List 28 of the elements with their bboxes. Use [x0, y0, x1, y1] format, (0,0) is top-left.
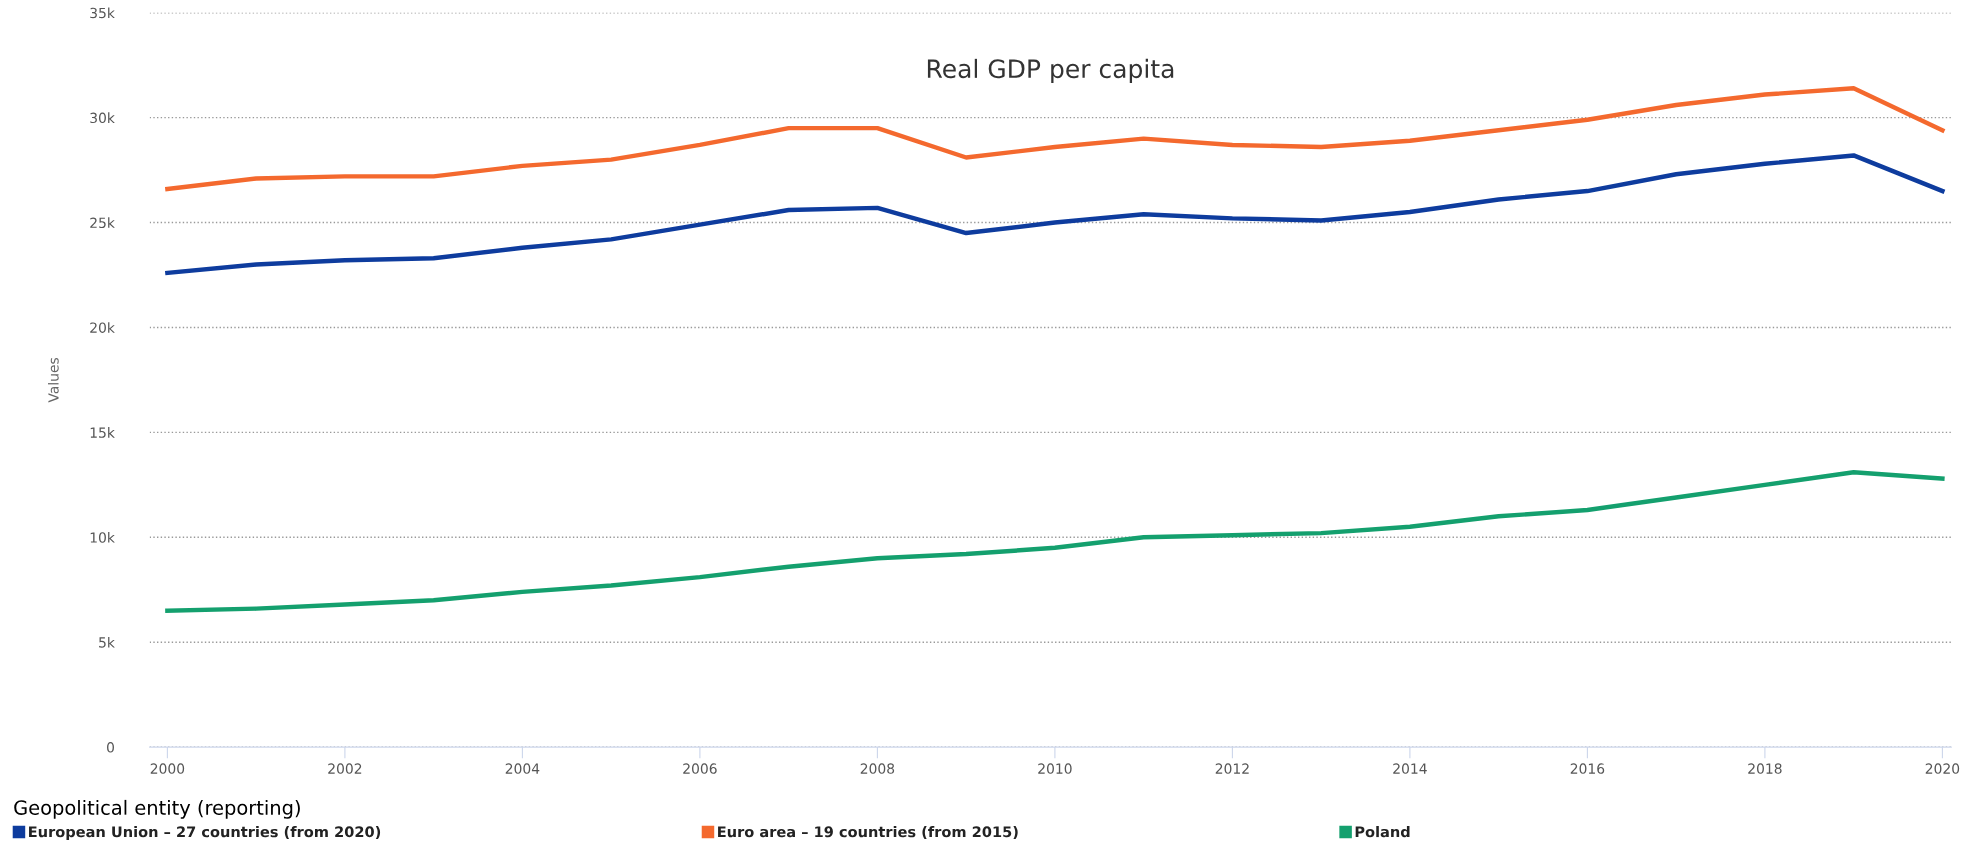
y-tick-label: 15k — [90, 427, 115, 438]
y-tick-label: 10k — [90, 532, 115, 543]
y-axis-title: Values — [47, 357, 59, 403]
y-tick-label: 35k — [90, 7, 115, 19]
y-tick-label: 5k — [99, 636, 115, 648]
line-series — [165, 470, 1945, 613]
x-tick-label: 2018 — [1748, 763, 1782, 774]
legend-label: European Union – 27 countries (from 2020) — [29, 826, 381, 841]
x-tick-label: 2016 — [1570, 763, 1605, 774]
x-tick-label: 2004 — [505, 763, 540, 774]
legend-label: Poland — [1355, 826, 1410, 838]
y-tick-label: 0 — [107, 742, 114, 753]
line-series — [165, 153, 1945, 276]
legend-label: Euro area – 19 countries (from 2015) — [718, 826, 1018, 840]
x-tick-label: 2012 — [1215, 763, 1249, 774]
x-tick-label: 2000 — [150, 763, 185, 774]
line-series — [165, 86, 1945, 192]
text: Real GDP per capita — [927, 58, 1174, 84]
x-tick-label: 2010 — [1038, 763, 1072, 774]
x-tick-label: 2008 — [860, 763, 895, 774]
x-tick-label: 2014 — [1393, 763, 1427, 774]
y-tick-label: 20k — [90, 322, 115, 333]
x-tick-label: 2006 — [683, 763, 717, 774]
x-tick-label: 2020 — [1925, 763, 1960, 774]
x-tick-label: 2002 — [328, 763, 362, 774]
y-tick-label: 25k — [90, 217, 115, 229]
legend-title: Geopolitical entity (reporting) — [14, 799, 300, 819]
y-tick-label: 30k — [90, 112, 115, 124]
